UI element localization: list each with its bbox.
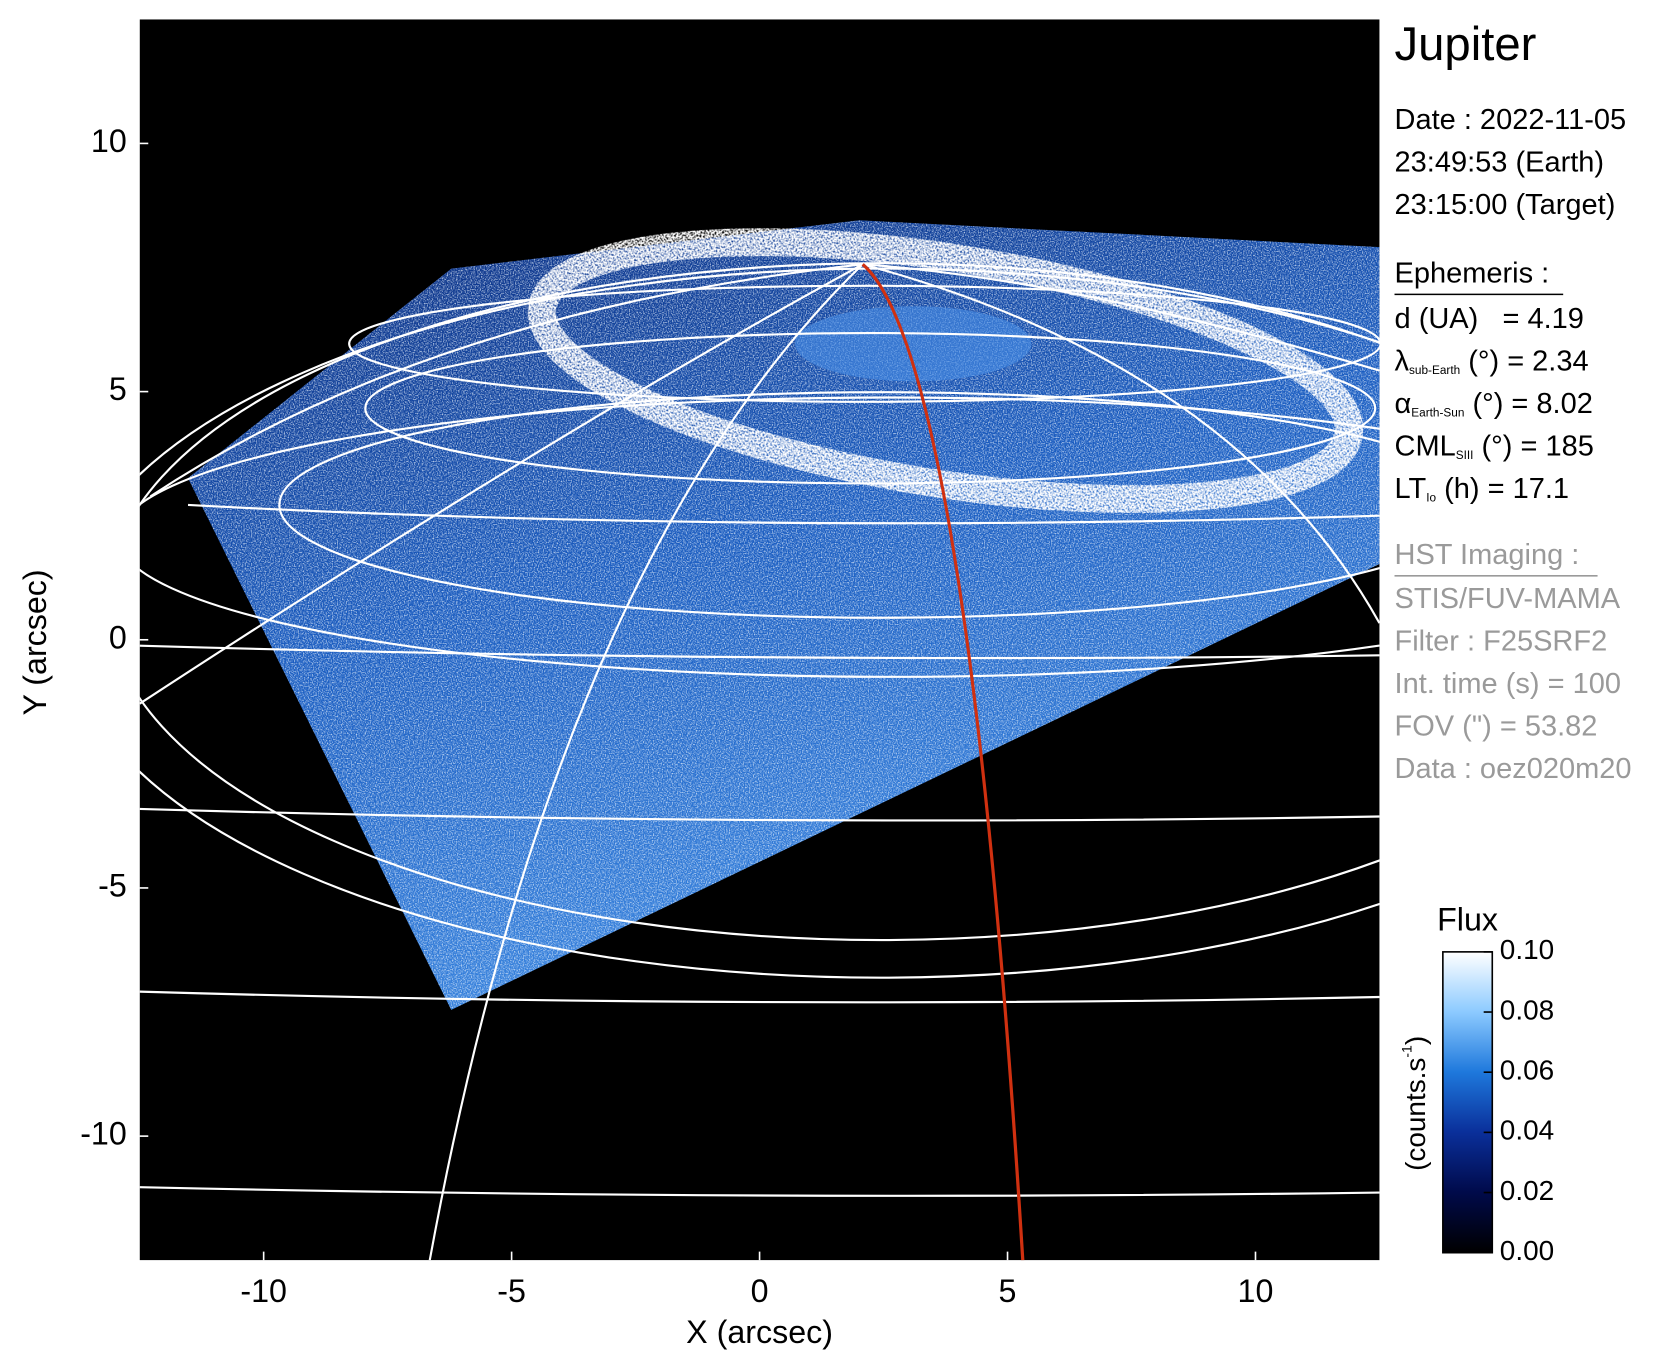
colorbar-label: (counts.s-1) — [1398, 1036, 1431, 1171]
title: Jupiter — [1395, 18, 1537, 71]
y-tick-label: 5 — [109, 371, 127, 407]
planet-grid — [139, 262, 1380, 1261]
imaging-line: STIS/FUV-MAMA — [1395, 583, 1621, 615]
x-tick-label: 5 — [999, 1273, 1017, 1309]
colorbar-tick-label: 0.08 — [1500, 994, 1554, 1025]
imaging-line: Filter : F25SRF2 — [1395, 626, 1608, 658]
ephemeris-value: (°) = 8.02 — [1464, 388, 1592, 420]
ephemeris-label: λ — [1395, 345, 1410, 377]
x-tick-label: -10 — [240, 1273, 287, 1309]
ephemeris-row: LTIo (h) = 17.1 — [1395, 473, 1570, 505]
image-panel — [139, 19, 1380, 1261]
y-axis-label: Y (arcsec) — [17, 569, 53, 715]
ephemeris-row: λsub-Earth (°) = 2.34 — [1395, 345, 1589, 377]
colorbar-label-text: (counts.s — [1401, 1058, 1432, 1171]
ephemeris-label: d (UA) — [1395, 303, 1479, 335]
colorbar-tick-label: 0.00 — [1500, 1235, 1554, 1266]
ephemeris-label: α — [1395, 388, 1412, 420]
colorbar-label-end: ) — [1401, 1036, 1432, 1045]
y-tick-label: 0 — [109, 619, 127, 655]
ephemeris-subscript: SIII — [1456, 448, 1474, 462]
x-tick-label: -5 — [497, 1273, 526, 1309]
ephemeris-row: CMLSIII (°) = 185 — [1395, 430, 1594, 462]
ephemeris-subscript: sub-Earth — [1409, 363, 1460, 377]
colorbar-tick-label: 0.06 — [1500, 1055, 1554, 1086]
imaging-heading: HST Imaging : — [1395, 539, 1580, 571]
imaging-line: FOV (") = 53.82 — [1395, 711, 1598, 743]
ephemeris-row: d (UA) = 4.19 — [1395, 303, 1584, 335]
ephemeris-value: (°) = 2.34 — [1460, 345, 1588, 377]
x-tick-label: 10 — [1238, 1273, 1274, 1309]
y-tick-label: -10 — [80, 1116, 127, 1152]
ephemeris-value: (h) = 17.1 — [1436, 473, 1569, 505]
info-line: Date : 2022-11-05 — [1395, 104, 1627, 136]
ephemeris-value: = 4.19 — [1478, 303, 1584, 335]
info-line: 23:49:53 (Earth) — [1395, 146, 1605, 178]
y-tick-label: -5 — [98, 867, 127, 903]
colorbar-tick-label: 0.02 — [1500, 1175, 1554, 1206]
info-line: 23:15:00 (Target) — [1395, 189, 1616, 221]
ephemeris-label: LT — [1395, 473, 1427, 505]
y-tick-label: 10 — [91, 123, 127, 159]
colorbar-label-sup: -1 — [1398, 1045, 1414, 1058]
ephemeris-value: (°) = 185 — [1473, 430, 1593, 462]
imaging-line: Data : oez020m20 — [1395, 753, 1632, 785]
colorbar-tick-label: 0.04 — [1500, 1115, 1554, 1146]
central-meridian — [861, 263, 1025, 1261]
ephemeris-label: CML — [1395, 430, 1456, 462]
ephemeris-row: αEarth-Sun (°) = 8.02 — [1395, 388, 1593, 420]
x-tick-label: 0 — [751, 1273, 769, 1309]
ephemeris-subscript: Io — [1426, 491, 1436, 505]
imaging-line: Int. time (s) = 100 — [1395, 668, 1621, 700]
x-axis-label: X (arcsec) — [686, 1314, 833, 1350]
ephemeris-subscript: Earth-Sun — [1411, 406, 1464, 420]
colorbar-tick-label: 0.10 — [1500, 934, 1554, 965]
polar-emission — [795, 306, 1032, 382]
colorbar-title: Flux — [1437, 901, 1498, 937]
colorbar — [1442, 951, 1494, 1254]
ephemeris-heading: Ephemeris : — [1395, 258, 1550, 290]
